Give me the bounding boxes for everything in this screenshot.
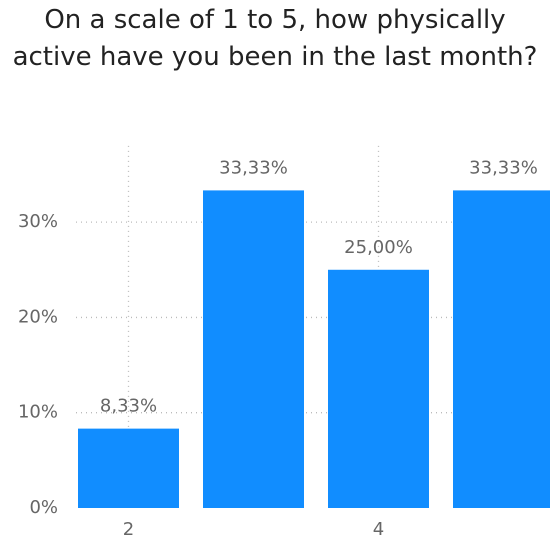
bar [453, 190, 550, 508]
x-tick-label: 2 [123, 519, 134, 540]
bar [328, 269, 429, 508]
y-tick-label: 30% [18, 211, 58, 232]
x-tick-label: 4 [373, 519, 384, 540]
y-tick-label: 20% [18, 306, 58, 327]
y-tick-label: 10% [18, 402, 58, 423]
data-label: 33,33% [469, 157, 538, 178]
y-tick-label: 0% [29, 497, 58, 518]
data-label: 33,33% [219, 157, 288, 178]
data-label: 25,00% [344, 237, 413, 258]
bar [78, 428, 179, 508]
chart-title: On a scale of 1 to 5, how physically act… [12, 5, 538, 72]
bar [203, 190, 304, 508]
data-label: 8,33% [100, 396, 157, 417]
